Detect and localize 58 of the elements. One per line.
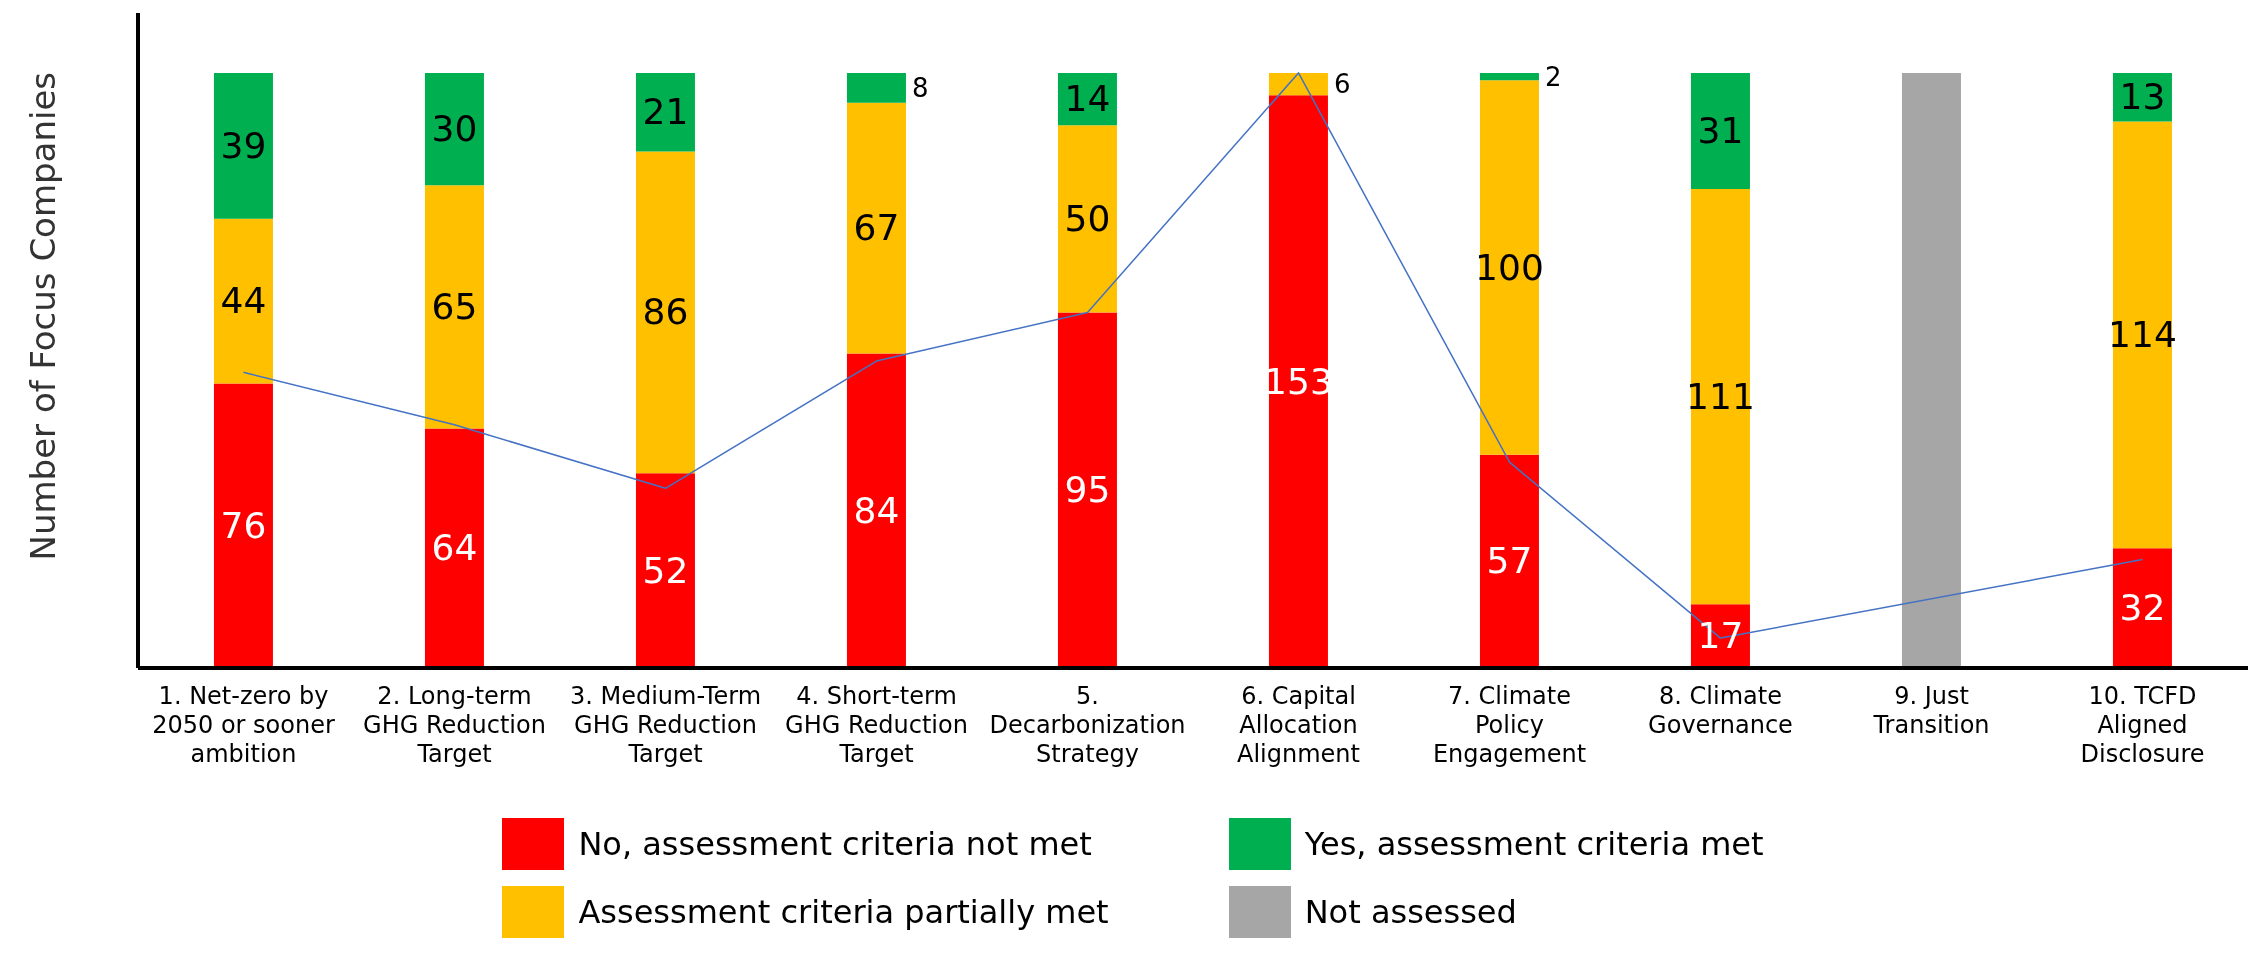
bar	[424, 185, 484, 429]
bar	[635, 72, 695, 152]
legend-label: No, assessment criteria not met	[578, 825, 1092, 863]
bar	[1479, 72, 1539, 81]
bar	[2112, 548, 2172, 668]
data-label: 13	[2119, 76, 2166, 118]
bar	[1268, 95, 1328, 668]
bar	[1479, 454, 1539, 668]
data-label: 64	[431, 527, 478, 569]
bar	[1057, 125, 1117, 313]
x-tick-label: 2. Long-term GHG Reduction Target	[363, 682, 546, 768]
x-tick-label: 5. Decarbonization Strategy	[989, 682, 1186, 768]
bar	[635, 473, 695, 668]
data-label: 84	[853, 489, 900, 531]
data-label: 86	[642, 291, 689, 333]
data-label: 31	[1697, 109, 1744, 151]
x-tick-label: 7. Climate Policy Engagement	[1432, 682, 1587, 768]
data-label: 67	[853, 207, 900, 249]
data-label: 32	[2119, 587, 2166, 629]
bar	[1057, 312, 1117, 668]
data-label: 52	[642, 549, 689, 591]
legend-label: Yes, assessment criteria met	[1304, 825, 1764, 863]
data-label: 65	[431, 285, 478, 327]
x-tick-label: 3. Medium-Term GHG Reduction Target	[569, 682, 762, 768]
bar	[213, 218, 273, 384]
data-label: 50	[1064, 197, 1111, 239]
y-axis-title: Number of Focus Companies	[23, 71, 64, 561]
x-tick-label: 6. Capital Allocation Alignment	[1237, 682, 1360, 768]
data-label: 14	[1064, 78, 1111, 120]
bar	[635, 151, 695, 474]
data-label: 2	[1544, 61, 1562, 92]
legend-label: Not assessed	[1304, 893, 1517, 931]
bar	[1690, 188, 1750, 605]
data-label: 44	[220, 280, 267, 322]
data-label: 57	[1486, 540, 1533, 582]
bar	[213, 72, 273, 219]
bar	[1901, 72, 1961, 668]
data-label: 21	[642, 91, 689, 133]
legend-label: Assessment criteria partially met	[578, 893, 1109, 931]
data-label: 30	[431, 108, 478, 150]
data-label: 76	[220, 504, 267, 546]
data-label: 95	[1064, 469, 1111, 511]
x-tick-label: 8. Climate Governance	[1648, 682, 1793, 739]
bar	[424, 72, 484, 186]
x-tick-label: 4. Short-term GHG Reduction Target	[785, 682, 968, 768]
x-tick-label: 10. TCFD Aligned Disclosure	[2080, 682, 2205, 768]
x-tick-label: 1. Net-zero by 2050 or sooner ambition	[152, 682, 335, 768]
bar	[213, 383, 273, 668]
bar	[846, 102, 906, 354]
data-label: 8	[911, 72, 929, 103]
bar	[846, 72, 906, 103]
bar	[1268, 72, 1328, 96]
bar	[424, 428, 484, 668]
bar	[846, 353, 906, 668]
data-label: 6	[1333, 69, 1351, 100]
bar	[1690, 72, 1750, 189]
x-tick-label: 9. Just Transition	[1872, 682, 1990, 739]
data-label: 39	[220, 124, 267, 166]
